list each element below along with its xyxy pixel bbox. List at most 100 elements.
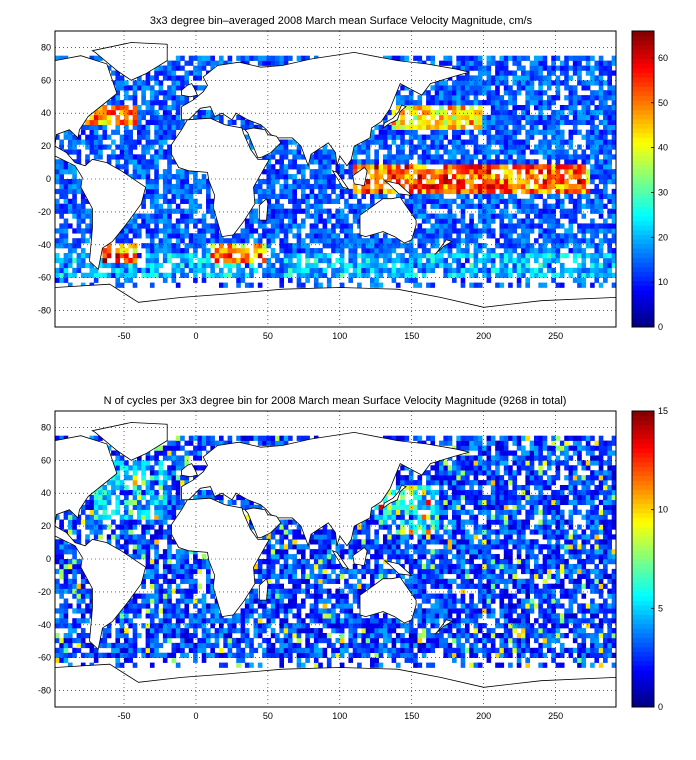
heatmap-bin: [270, 223, 276, 229]
heatmap-bin: [326, 608, 332, 614]
heatmap-bin: [279, 228, 285, 234]
heatmap-bin: [149, 652, 155, 658]
heatmap-bin: [136, 647, 142, 654]
heatmap-bin: [132, 159, 138, 165]
heatmap-bin: [167, 134, 172, 140]
heatmap-bin: [288, 603, 293, 609]
heatmap-bin: [572, 213, 578, 219]
heatmap-bin: [63, 238, 69, 244]
heatmap-bin: [607, 193, 612, 200]
heatmap-bin: [512, 228, 518, 234]
heatmap-bin: [499, 188, 505, 195]
heatmap-bin: [603, 80, 608, 86]
heatmap-bin: [55, 179, 60, 185]
heatmap-bin: [175, 583, 181, 589]
heatmap-bin: [193, 633, 198, 639]
heatmap-bin: [555, 55, 561, 61]
heatmap-bin: [568, 95, 574, 101]
velocity-gridlines: [55, 31, 616, 327]
heatmap-bin: [193, 598, 198, 604]
heatmap-bin: [80, 238, 86, 244]
heatmap-bin: [525, 129, 530, 135]
heatmap-bin: [80, 642, 86, 649]
heatmap-bin: [63, 159, 69, 165]
heatmap-bin: [387, 149, 392, 155]
heatmap-bin: [275, 633, 280, 639]
heatmap-bin: [171, 193, 177, 200]
heatmap-bin: [72, 628, 77, 634]
heatmap-bin: [115, 637, 121, 644]
heatmap-bin: [124, 223, 129, 229]
heatmap-bin: [184, 652, 190, 658]
heatmap-bin: [145, 218, 151, 224]
heatmap-bin: [93, 109, 99, 116]
heatmap-bin: [67, 139, 73, 145]
heatmap-bin: [447, 588, 453, 594]
heatmap-bin: [421, 633, 427, 639]
heatmap-bin: [326, 193, 332, 200]
heatmap-bin: [417, 583, 423, 589]
heatmap-bin: [313, 248, 319, 254]
heatmap-bin: [404, 583, 410, 589]
heatmap-bin: [352, 213, 358, 219]
heatmap-bin: [348, 623, 354, 629]
heatmap-bin: [188, 253, 194, 259]
heatmap-bin: [257, 233, 263, 239]
heatmap-bin: [374, 282, 379, 288]
heatmap-bin: [499, 228, 505, 234]
heatmap-bin: [344, 618, 349, 624]
heatmap-bin: [145, 70, 151, 76]
heatmap-bin: [111, 95, 116, 101]
heatmap-bin: [115, 233, 121, 239]
heatmap-bin: [477, 213, 483, 219]
heatmap-bin: [538, 593, 543, 599]
heatmap-bin: [490, 75, 496, 81]
heatmap-bin: [482, 262, 487, 269]
heatmap-bin: [482, 159, 487, 165]
heatmap-bin: [171, 114, 177, 121]
heatmap-bin: [400, 637, 405, 644]
heatmap-bin: [167, 218, 172, 224]
heatmap-bin: [452, 114, 457, 121]
heatmap-bin: [546, 139, 552, 145]
heatmap-bin: [464, 203, 470, 209]
heatmap-bin: [426, 119, 431, 126]
heatmap-bin: [244, 603, 250, 609]
heatmap-bin: [426, 169, 431, 175]
heatmap-bin: [594, 105, 600, 111]
heatmap-bin: [145, 174, 151, 180]
heatmap-bin: [76, 583, 82, 589]
heatmap-bin: [430, 159, 436, 165]
heatmap-bin: [534, 628, 539, 634]
heatmap-bin: [521, 647, 526, 654]
heatmap-bin: [546, 228, 552, 234]
heatmap-bin: [136, 608, 142, 614]
heatmap-bin: [400, 652, 405, 658]
heatmap-bin: [344, 613, 349, 619]
heatmap-bin: [508, 628, 513, 634]
heatmap-bin: [508, 223, 513, 229]
heatmap-bin: [93, 657, 99, 663]
heatmap-bin: [318, 203, 323, 209]
heatmap-bin: [292, 183, 297, 190]
heatmap-bin: [590, 174, 595, 180]
heatmap-bin: [555, 183, 561, 190]
heatmap-bin: [486, 257, 492, 264]
heatmap-bin: [577, 114, 582, 121]
heatmap-bin: [370, 139, 375, 145]
heatmap-bin: [80, 588, 86, 594]
heatmap-bin: [426, 183, 431, 190]
heatmap-bin: [128, 238, 133, 244]
heatmap-bin: [534, 65, 539, 71]
heatmap-bin: [559, 139, 565, 145]
heatmap-bin: [382, 623, 388, 629]
heatmap-bin: [296, 662, 302, 668]
heatmap-bin: [111, 109, 116, 116]
colorbar-segment: [632, 266, 654, 272]
heatmap-bin: [231, 238, 237, 244]
heatmap-bin: [598, 159, 604, 165]
heatmap-bin: [495, 272, 500, 278]
x-tick-label: 200: [476, 331, 491, 341]
heatmap-bin: [67, 282, 73, 288]
heatmap-bin: [607, 642, 612, 649]
